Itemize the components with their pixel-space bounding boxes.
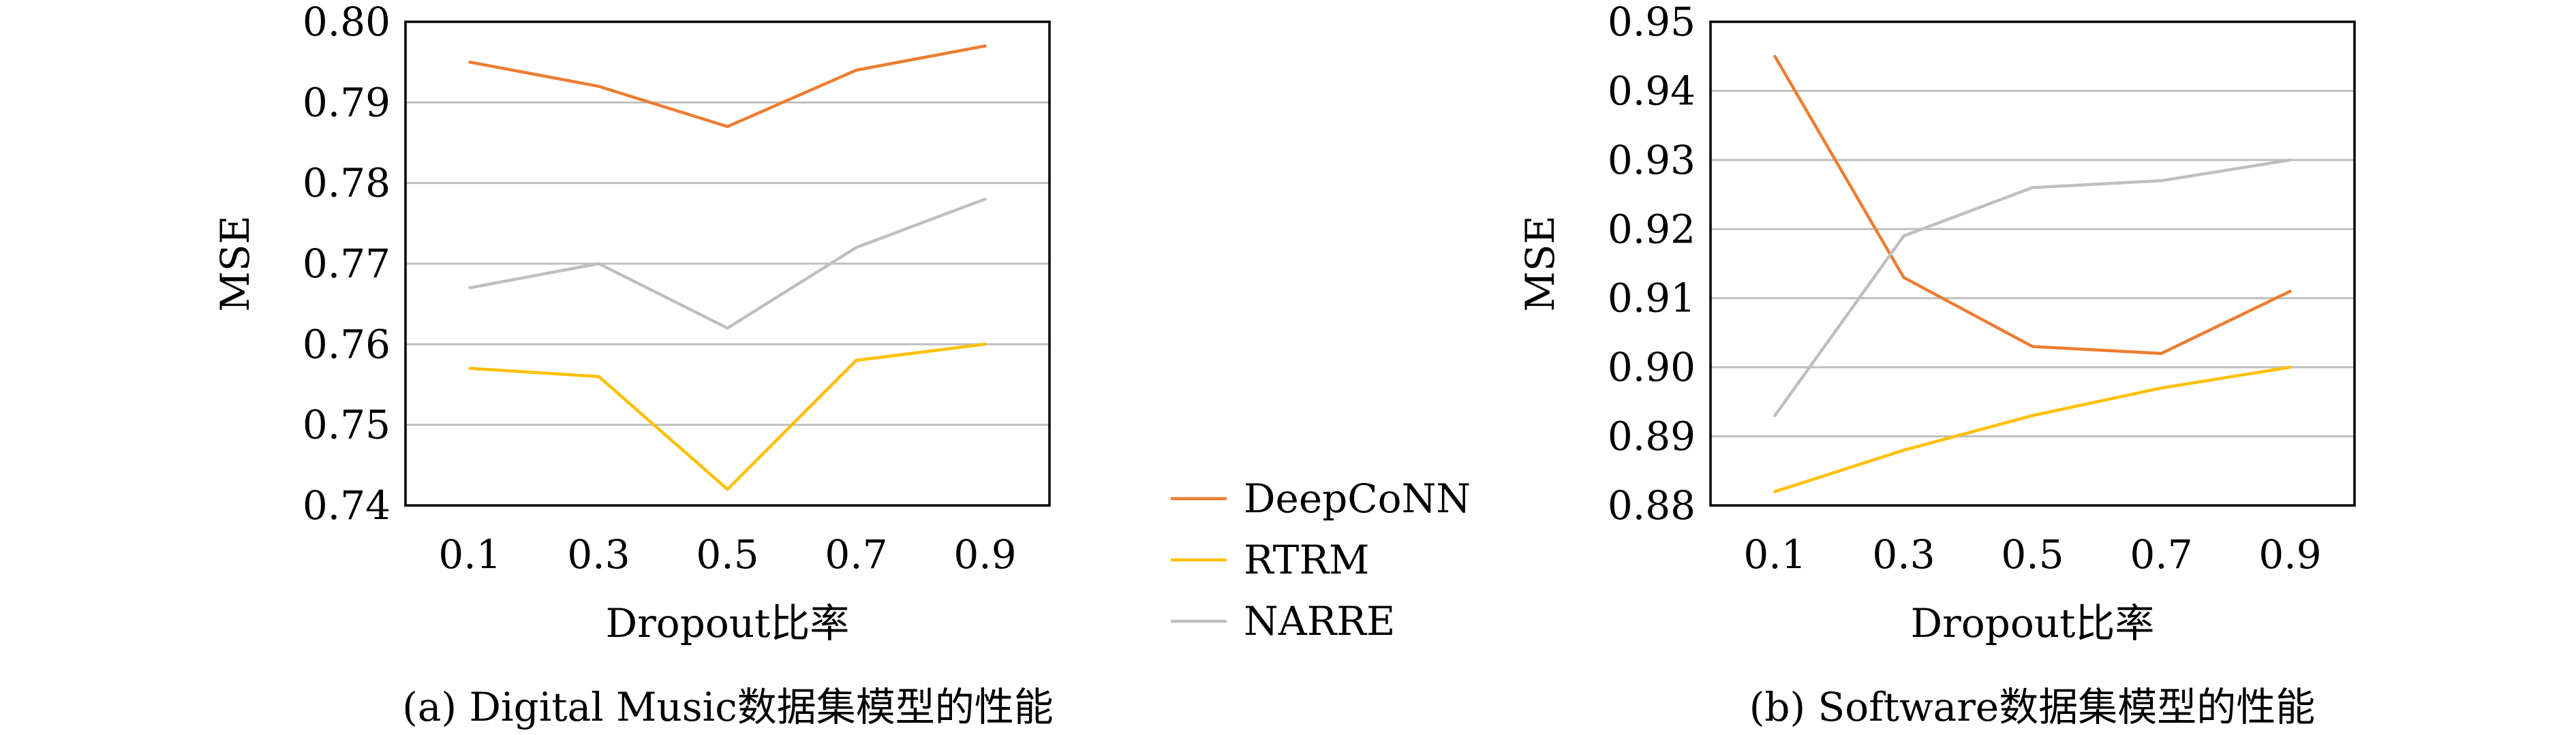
y-tick-label: 0.79	[303, 79, 390, 125]
legend-label-narre: NARRE	[1244, 598, 1395, 644]
x-axis-label: Dropout比率	[606, 600, 850, 646]
legend-label-deepconn: DeepCoNN	[1244, 475, 1471, 522]
chart-panel-a: 0.74 0.75 0.76 0.77 0.78 0.79 0.80 0.1 0.3 0.5 0.7…	[212, 0, 1054, 730]
chart-caption: (b) Software数据集模型的性能	[1749, 684, 2316, 730]
y-tick-label: 0.95	[1608, 0, 1696, 45]
plot-area-frame	[1709, 20, 2356, 507]
x-tick-label: 0.7	[825, 531, 887, 578]
x-tick-label: 0.1	[1743, 531, 1806, 578]
chart-panel-b: 0.88 0.89 0.90 0.91 0.92 0.93 0.94 0.95 0.1 0.3 0.…	[1517, 0, 2356, 730]
x-tick-label: 0.3	[567, 531, 630, 578]
series-line-rtrm	[468, 343, 987, 491]
x-tick-label: 0.1	[438, 531, 501, 578]
y-tick-label: 0.76	[303, 321, 390, 367]
x-tick-label: 0.9	[2258, 531, 2321, 578]
x-tick-label: 0.5	[696, 531, 758, 578]
x-tick-label: 0.9	[953, 531, 1016, 578]
series-line-deepconn	[1773, 54, 2292, 356]
series-line-narre	[1773, 158, 2292, 418]
x-tick-label: 0.3	[1872, 531, 1935, 578]
y-tick-label: 0.88	[1608, 482, 1696, 529]
y-tick-label: 0.93	[1608, 137, 1696, 183]
y-tick-label: 0.74	[303, 482, 390, 529]
y-tick-label: 0.89	[1608, 413, 1696, 460]
chart-caption: (a) Digital Music数据集模型的性能	[402, 684, 1053, 730]
series-line-deepconn	[468, 44, 987, 129]
y-tick-label: 0.92	[1608, 206, 1696, 252]
y-tick-label: 0.91	[1608, 275, 1696, 322]
y-tick-label: 0.94	[1608, 67, 1696, 114]
y-tick-label: 0.90	[1608, 344, 1696, 390]
legend-label-rtrm: RTRM	[1244, 537, 1369, 583]
y-axis-label: MSE	[1517, 215, 1563, 311]
x-axis-label: Dropout比率	[1911, 600, 2155, 646]
series-line-narre	[468, 198, 987, 330]
y-axis-label: MSE	[212, 215, 258, 311]
plot-area-frame	[404, 20, 1051, 507]
y-tick-label: 0.78	[303, 160, 390, 206]
y-tick-label: 0.80	[303, 0, 390, 45]
y-tick-label: 0.77	[303, 240, 390, 287]
legend: DeepCoNN RTRM NARRE	[1171, 475, 1471, 644]
series-line-rtrm	[1773, 365, 2292, 493]
y-tick-label: 0.75	[303, 402, 390, 448]
x-tick-label: 0.7	[2130, 531, 2192, 578]
x-tick-label: 0.5	[2001, 531, 2064, 578]
